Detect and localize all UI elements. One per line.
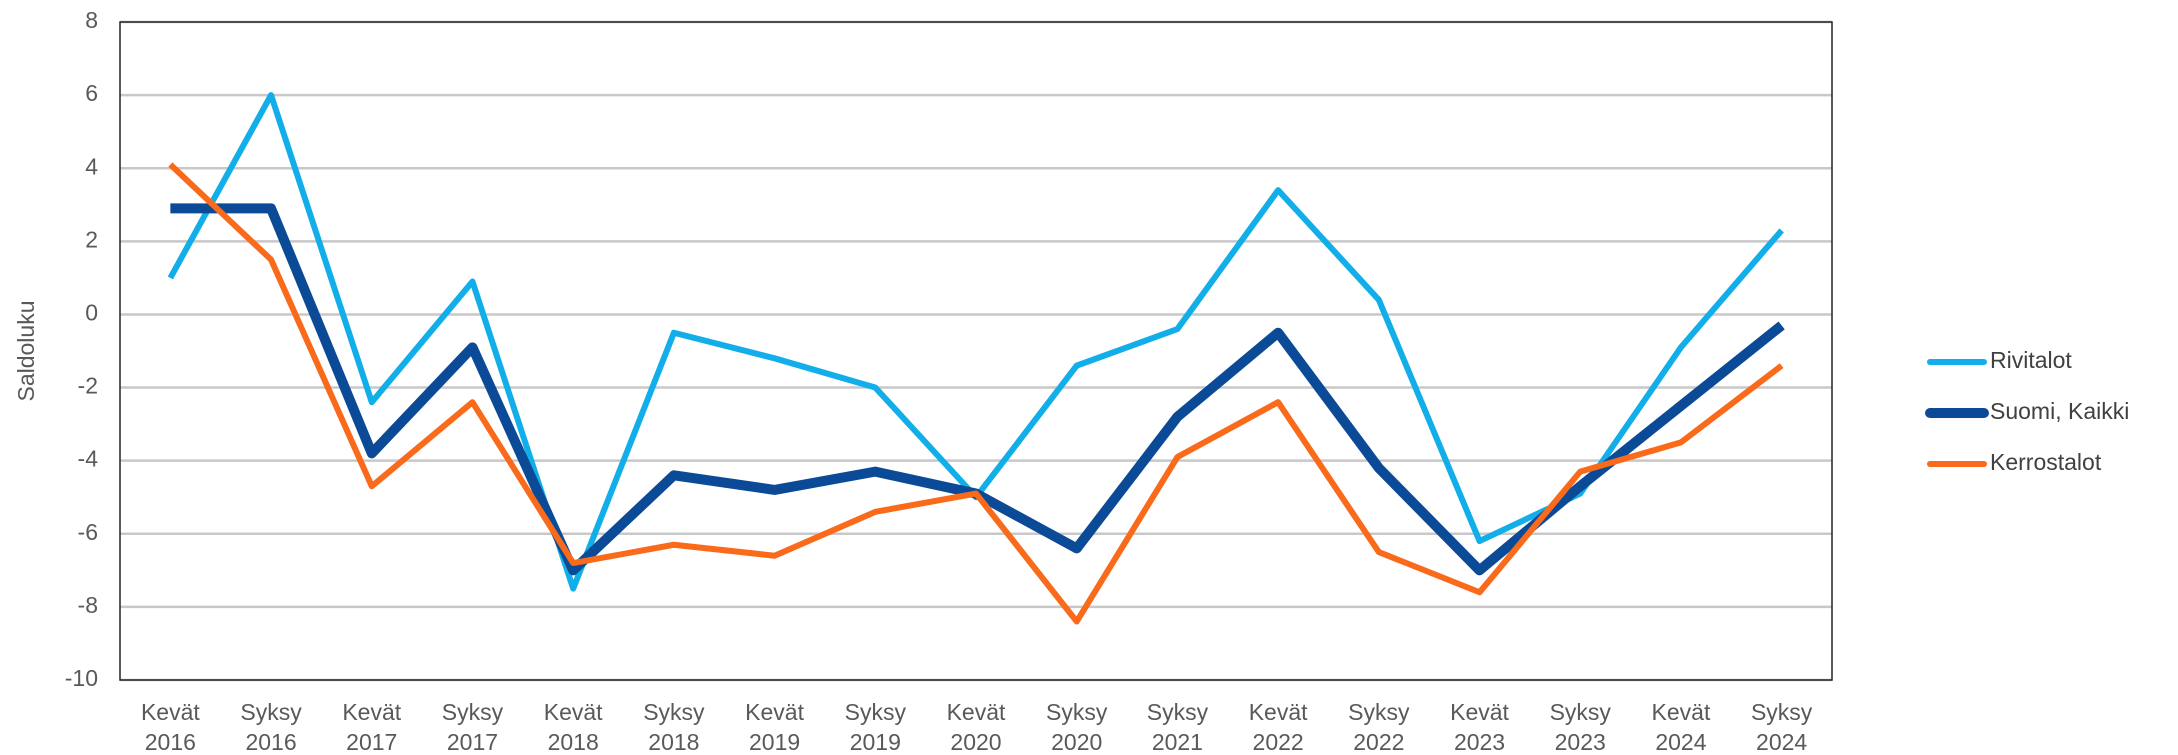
x-tick-label: Kevät xyxy=(342,699,401,725)
x-tick-label: 2019 xyxy=(850,729,901,755)
x-tick-label: Syksy xyxy=(240,699,302,725)
y-tick-label: -10 xyxy=(65,665,98,691)
y-tick-label: -4 xyxy=(78,446,99,472)
x-tick-label: Syksy xyxy=(442,699,504,725)
x-tick-label: Syksy xyxy=(643,699,705,725)
y-axis-label: Saldoluku xyxy=(13,300,39,401)
legend: Rivitalot Suomi, Kaikki Kerrostalot xyxy=(1925,347,2129,475)
plot-border xyxy=(119,21,1833,681)
x-tick-label: Syksy xyxy=(1348,699,1410,725)
x-tick-label: Kevät xyxy=(1249,699,1308,725)
x-tick-label: 2023 xyxy=(1555,729,1606,755)
y-tick-label: -6 xyxy=(78,519,98,545)
x-tick-label: Syksy xyxy=(1751,699,1813,725)
x-tick-label: Kevät xyxy=(1652,699,1711,725)
x-tick-label: Syksy xyxy=(845,699,907,725)
y-tick-label: 8 xyxy=(85,7,98,33)
x-tick-label: 2016 xyxy=(145,729,196,755)
x-tick-label: 2024 xyxy=(1756,729,1807,755)
y-tick-label: 0 xyxy=(85,300,98,326)
x-tick-label: 2019 xyxy=(749,729,800,755)
x-tick-label: Kevät xyxy=(1450,699,1509,725)
x-tick-label: 2020 xyxy=(950,729,1001,755)
x-tick-label: 2021 xyxy=(1152,729,1203,755)
y-tick-label: 4 xyxy=(85,153,98,179)
x-tick-label: Syksy xyxy=(1550,699,1612,725)
legend-label: Rivitalot xyxy=(1990,347,2072,373)
y-tick-label: -2 xyxy=(78,373,98,399)
x-tick-label: 2022 xyxy=(1253,729,1304,755)
legend-label: Suomi, Kaikki xyxy=(1990,398,2129,424)
x-tick-label: 2023 xyxy=(1454,729,1505,755)
legend-label: Kerrostalot xyxy=(1990,449,2102,475)
x-tick-label: 2018 xyxy=(648,729,699,755)
x-tick-label: Kevät xyxy=(745,699,804,725)
x-tick-label: 2017 xyxy=(346,729,397,755)
x-tick-label: 2022 xyxy=(1353,729,1404,755)
x-tick-label: Kevät xyxy=(947,699,1006,725)
x-tick-label: Syksy xyxy=(1147,699,1209,725)
x-tick-label: 2017 xyxy=(447,729,498,755)
series-line xyxy=(168,162,1784,625)
y-tick-label: 2 xyxy=(85,226,98,252)
y-tick-label: -8 xyxy=(78,592,98,618)
x-tick-label: 2020 xyxy=(1051,729,1102,755)
x-tick-label: Kevät xyxy=(141,699,200,725)
y-tick-label: 6 xyxy=(85,80,98,106)
x-tick-label: 2024 xyxy=(1655,729,1706,755)
x-tick-label: Kevät xyxy=(544,699,603,725)
x-tick-label: Syksy xyxy=(1046,699,1108,725)
x-tick-label: 2016 xyxy=(245,729,296,755)
x-tick-label: 2018 xyxy=(548,729,599,755)
